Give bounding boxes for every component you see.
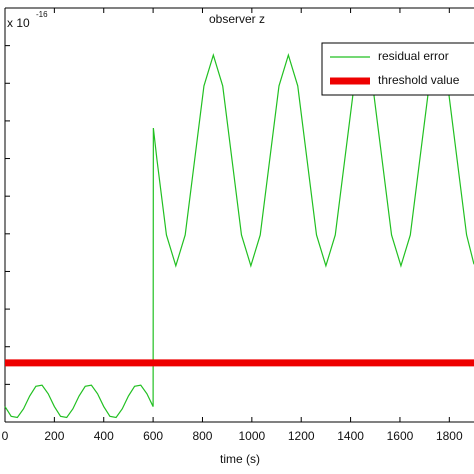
x-tick-label: 200 bbox=[44, 429, 64, 443]
legend-box bbox=[321, 42, 474, 96]
x-tick-label: 1800 bbox=[436, 429, 463, 443]
x-tick-label: 400 bbox=[94, 429, 114, 443]
x-tick-label: 1200 bbox=[288, 429, 315, 443]
series-line bbox=[4, 52, 474, 419]
x-axis-label: time (s) bbox=[220, 452, 260, 466]
x-tick-label: 1400 bbox=[337, 429, 364, 443]
x-tick-label: 800 bbox=[192, 429, 212, 443]
x-tick-label: 1000 bbox=[238, 429, 265, 443]
legend-label: threshold value bbox=[378, 73, 460, 87]
chart-title: observer z bbox=[209, 12, 265, 26]
x-tick-label: 1600 bbox=[387, 429, 414, 443]
x-tick-label: 600 bbox=[143, 429, 163, 443]
legend-label: residual error bbox=[378, 49, 449, 63]
y-multiplier-base: x 10 bbox=[7, 16, 30, 30]
plot-area bbox=[4, 7, 474, 423]
y-multiplier-exponent: -16 bbox=[36, 10, 48, 19]
x-tick-label: 0 bbox=[2, 429, 9, 443]
